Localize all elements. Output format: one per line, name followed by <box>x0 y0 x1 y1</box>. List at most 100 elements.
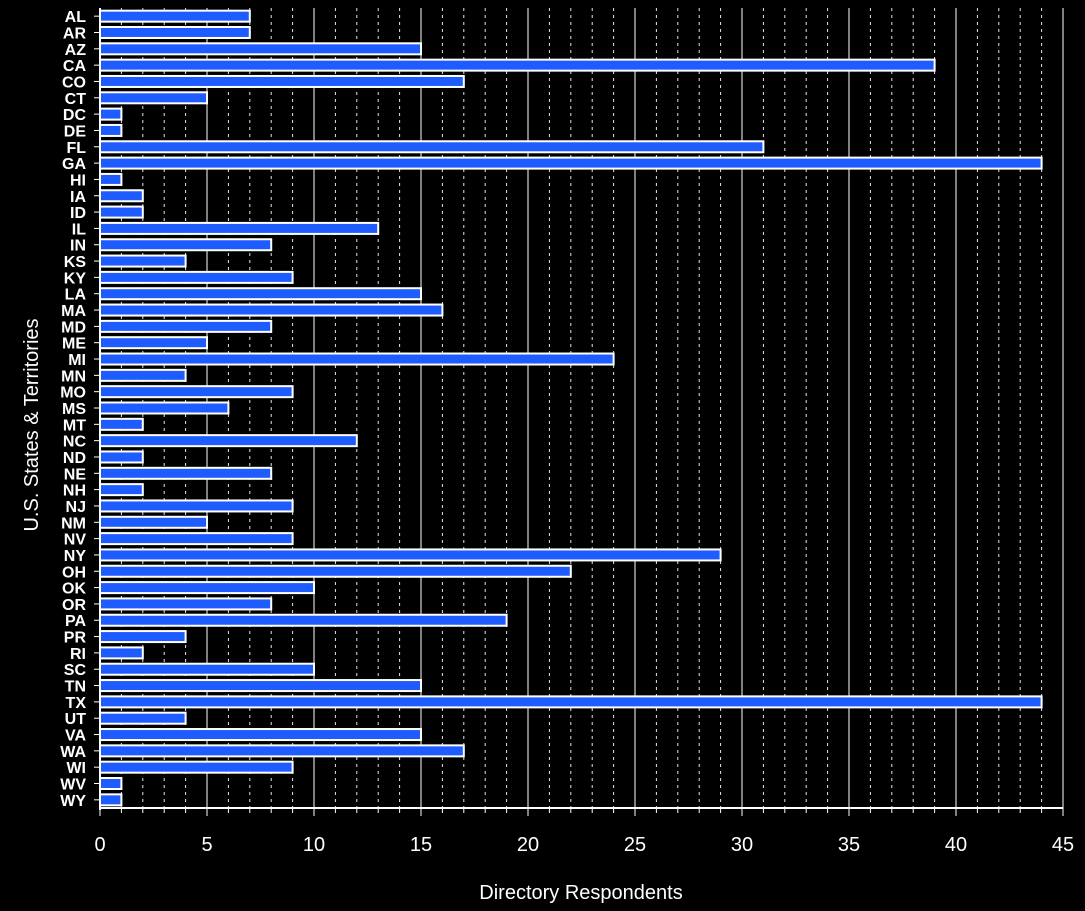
bar-nj <box>99 499 294 513</box>
category-label: WI <box>66 760 86 777</box>
bar-co <box>99 74 465 88</box>
bar-va <box>99 728 422 742</box>
category-label: TN <box>65 679 86 696</box>
y-axis-title: U.S. States & Territories <box>21 318 43 531</box>
x-tick-label: 0 <box>94 834 105 856</box>
bar-wa <box>99 744 465 758</box>
bar-ga <box>99 156 1043 170</box>
category-label: NE <box>64 466 87 483</box>
bars-group <box>99 9 1043 807</box>
bar-de <box>99 123 123 137</box>
category-label: KY <box>64 270 87 287</box>
category-label: MN <box>61 368 86 385</box>
x-tick-label: 10 <box>303 834 325 856</box>
category-label: IN <box>70 238 86 255</box>
x-tick-label: 35 <box>838 834 860 856</box>
category-label: SC <box>64 662 87 679</box>
category-label: MI <box>68 352 86 369</box>
bar-nd <box>99 450 144 464</box>
category-label: MS <box>62 401 86 418</box>
x-axis-title: Directory Respondents <box>479 882 682 904</box>
bar-az <box>99 42 422 56</box>
bar-wy <box>99 793 123 807</box>
bar-ia <box>99 189 144 203</box>
bar-ut <box>99 711 187 725</box>
bar-sc <box>99 662 315 676</box>
category-label: NH <box>63 483 86 500</box>
bar-ma <box>99 303 444 317</box>
category-label: NY <box>64 548 87 565</box>
category-label: OK <box>62 581 86 598</box>
category-label: LA <box>65 287 87 304</box>
category-label: MT <box>63 417 86 434</box>
category-label: TX <box>66 695 87 712</box>
category-label: MO <box>60 385 86 402</box>
bar-tx <box>99 695 1043 709</box>
bar-tn <box>99 679 422 693</box>
bar-mo <box>99 385 294 399</box>
bar-fl <box>99 140 765 154</box>
category-label: ME <box>62 336 86 353</box>
bar-mt <box>99 417 144 431</box>
axes-group <box>99 8 1064 816</box>
bar-il <box>99 221 380 235</box>
bar-ca <box>99 58 936 72</box>
bar-ks <box>99 254 187 268</box>
bar-pr <box>99 630 187 644</box>
bar-ok <box>99 581 315 595</box>
bar-ky <box>99 270 294 284</box>
category-label: GA <box>62 156 86 173</box>
category-label: HI <box>70 172 86 189</box>
category-label: ND <box>63 450 86 467</box>
category-label: MD <box>61 319 86 336</box>
category-label: NJ <box>66 499 86 516</box>
bar-dc <box>99 107 123 121</box>
x-tick-label: 45 <box>1052 834 1074 856</box>
category-label: NV <box>64 532 87 549</box>
bar-ny <box>99 548 722 562</box>
category-label: VA <box>65 728 86 745</box>
category-label: ID <box>70 205 86 222</box>
category-label: WA <box>60 744 86 761</box>
category-label: AR <box>63 25 87 42</box>
bar-nh <box>99 483 144 497</box>
bar-ne <box>99 466 273 480</box>
category-label: UT <box>65 711 87 728</box>
category-label: IL <box>72 221 86 238</box>
category-label: MA <box>61 303 86 320</box>
bar-ar <box>99 25 251 39</box>
category-label: OR <box>62 597 86 614</box>
category-label: IA <box>70 189 86 206</box>
bar-hi <box>99 172 123 186</box>
category-label: KS <box>64 254 87 271</box>
category-label: AZ <box>65 42 87 59</box>
bar-ri <box>99 646 144 660</box>
category-label: WV <box>60 777 86 794</box>
category-label: WY <box>60 793 86 810</box>
bar-or <box>99 597 273 611</box>
bar-nc <box>99 434 358 448</box>
bar-ct <box>99 91 208 105</box>
category-label: OH <box>62 564 86 581</box>
category-label: DC <box>63 107 87 124</box>
bar-nm <box>99 515 208 529</box>
bar-al <box>99 9 251 23</box>
category-label: CO <box>62 74 86 91</box>
bar-md <box>99 319 273 333</box>
bar-nv <box>99 532 294 546</box>
category-label: NC <box>63 434 87 451</box>
category-label: CA <box>63 58 87 75</box>
category-label: RI <box>70 646 86 663</box>
category-label: NM <box>61 515 86 532</box>
x-tick-label: 30 <box>731 834 753 856</box>
bar-la <box>99 287 422 301</box>
x-tick-label: 15 <box>410 834 432 856</box>
x-tick-labels: 0 5 10 15 20 25 30 35 40 45 <box>94 834 1074 856</box>
x-tick-label: 20 <box>517 834 539 856</box>
bar-in <box>99 238 273 252</box>
bar-wi <box>99 760 294 774</box>
bar-wv <box>99 777 123 791</box>
category-label: PA <box>65 613 86 630</box>
